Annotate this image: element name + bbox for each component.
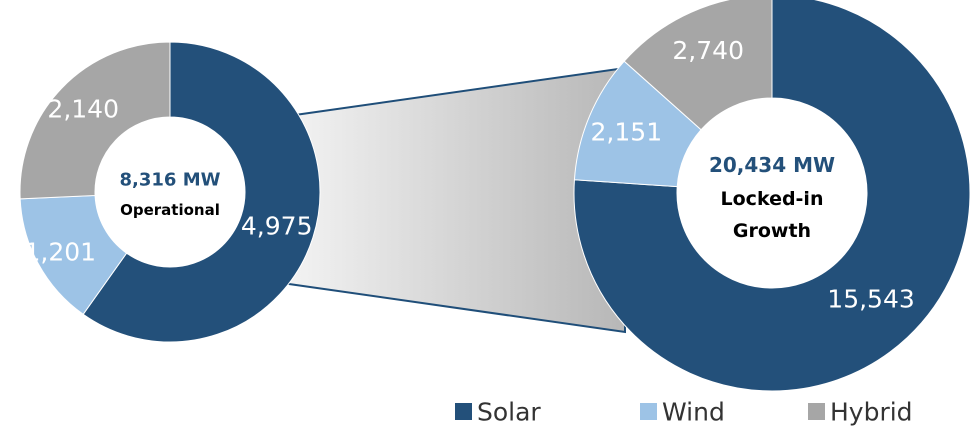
legend-item-wind: Wind — [640, 398, 725, 427]
slice-label-solar: 15,543 — [827, 284, 914, 313]
legend-label: Solar — [477, 398, 541, 427]
slice-label-wind: 1,201 — [25, 237, 97, 266]
donut-chart-1: 4,975 1,201 2,140 8,316 MW Operational — [19, 41, 321, 343]
legend-swatch — [808, 403, 825, 420]
slice-label-hybrid: 2,740 — [672, 36, 744, 65]
connector-layer — [280, 66, 626, 334]
center-caption: Growth — [733, 220, 811, 242]
zoom-connector — [280, 66, 626, 334]
legend-label: Wind — [662, 398, 725, 427]
legend-swatch — [640, 403, 657, 420]
center-total-value: 8,316 MW — [120, 170, 221, 191]
legend-label: Hybrid — [830, 398, 913, 427]
center-caption: Locked-in — [721, 188, 824, 210]
center-total-value: 20,434 MW — [709, 153, 835, 177]
center-caption: Operational — [120, 201, 220, 219]
slice-label-solar: 4,975 — [241, 212, 313, 241]
legend: Solar Wind Hybrid — [455, 398, 913, 427]
slice-label-wind: 2,151 — [591, 117, 663, 146]
legend-item-hybrid: Hybrid — [808, 398, 913, 427]
donut-chart-2: 15,543 2,151 2,740 20,434 MW Locked-in Growth — [573, 0, 971, 392]
legend-swatch — [455, 403, 472, 420]
legend-item-solar: Solar — [455, 398, 541, 427]
donut-hole — [677, 98, 867, 288]
donut-hole — [95, 117, 245, 267]
donuts-layer: 4,975 1,201 2,140 8,316 MW Operational 15,543… — [19, 0, 971, 392]
slice-label-hybrid: 2,140 — [47, 95, 119, 124]
